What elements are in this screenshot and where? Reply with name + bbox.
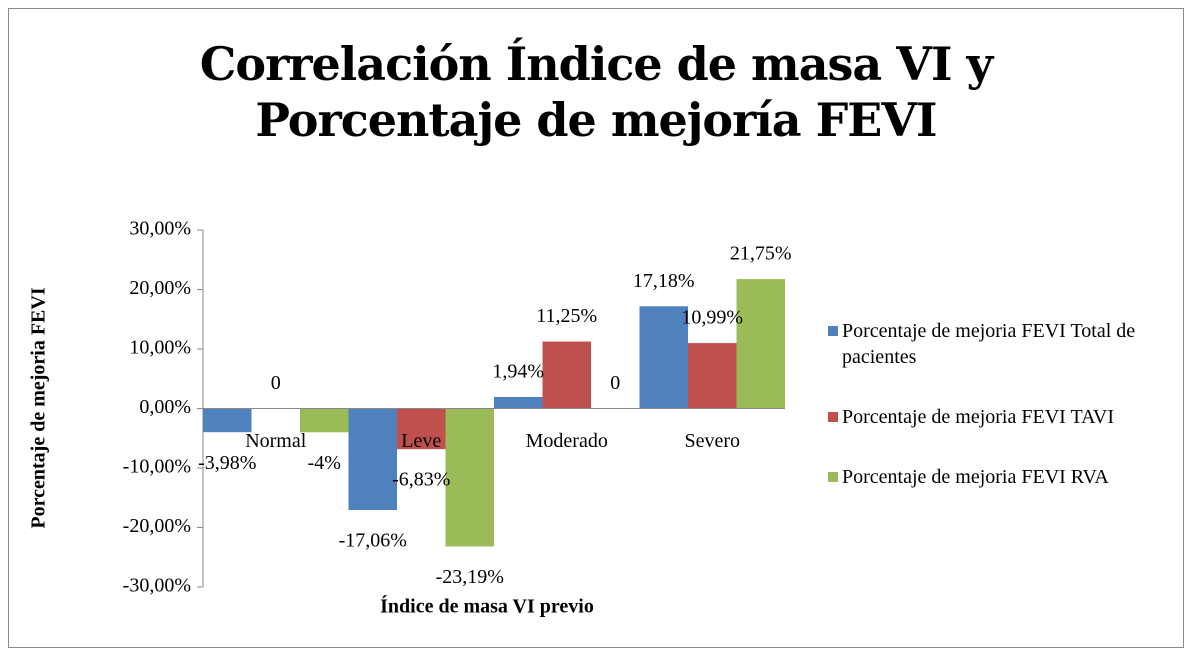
data-label: 10,99% bbox=[681, 307, 743, 329]
bar bbox=[688, 343, 737, 409]
x-tick-label: Normal bbox=[245, 430, 307, 452]
bar bbox=[736, 279, 785, 409]
legend-item: Porcentaje de mejoria FEVI Total de paci… bbox=[828, 318, 1168, 370]
legend-label: Porcentaje de mejoria FEVI Total de paci… bbox=[842, 320, 1136, 368]
x-tick-label: Moderado bbox=[526, 430, 608, 452]
legend-item: Porcentaje de mejoria FEVI RVA bbox=[828, 464, 1168, 490]
y-axis-title: Porcentaje de mejoria FEVI bbox=[28, 287, 50, 528]
legend: Porcentaje de mejoria FEVI Total de paci… bbox=[828, 318, 1168, 524]
y-tick-label: 0,00% bbox=[139, 396, 191, 418]
bar bbox=[542, 341, 591, 409]
data-label: 21,75% bbox=[730, 243, 792, 265]
legend-swatch bbox=[828, 326, 838, 336]
data-label: 1,94% bbox=[492, 361, 544, 383]
data-label: 17,18% bbox=[633, 270, 695, 292]
data-label: 11,25% bbox=[536, 305, 597, 327]
data-label: -6,83% bbox=[392, 469, 450, 491]
bar bbox=[348, 408, 397, 511]
legend-label: Porcentaje de mejoria FEVI RVA bbox=[842, 466, 1109, 488]
bar bbox=[494, 396, 543, 409]
bar bbox=[639, 306, 688, 409]
bar bbox=[445, 408, 494, 547]
legend-swatch bbox=[828, 412, 838, 422]
y-tick-label: -30,00% bbox=[123, 575, 191, 597]
data-label: 0 bbox=[610, 372, 620, 394]
x-tick-label: Leve bbox=[401, 430, 441, 452]
y-tick-label: -20,00% bbox=[123, 515, 191, 537]
bar bbox=[300, 408, 349, 433]
y-tick-label: 20,00% bbox=[129, 277, 191, 299]
y-tick-label: 30,00% bbox=[129, 218, 191, 240]
data-label: -17,06% bbox=[339, 530, 407, 552]
legend-label: Porcentaje de mejoria FEVI TAVI bbox=[842, 406, 1115, 428]
data-label: -23,19% bbox=[436, 566, 504, 588]
bar bbox=[203, 408, 252, 433]
bar bbox=[397, 408, 446, 450]
data-label: -3,98% bbox=[198, 452, 256, 474]
data-label: -4% bbox=[308, 452, 341, 474]
data-label: 0 bbox=[271, 372, 281, 394]
legend-swatch bbox=[828, 472, 838, 482]
chart-title: Correlación Índice de masa VI y Porcenta… bbox=[199, 37, 993, 147]
y-tick-label: 10,00% bbox=[129, 337, 191, 359]
chart-frame bbox=[8, 8, 1184, 648]
x-axis-title: Índice de masa VI previo bbox=[380, 595, 594, 618]
y-tick-label: -10,00% bbox=[123, 456, 191, 478]
x-tick-label: Severo bbox=[684, 430, 740, 452]
legend-item: Porcentaje de mejoria FEVI TAVI bbox=[828, 404, 1168, 430]
